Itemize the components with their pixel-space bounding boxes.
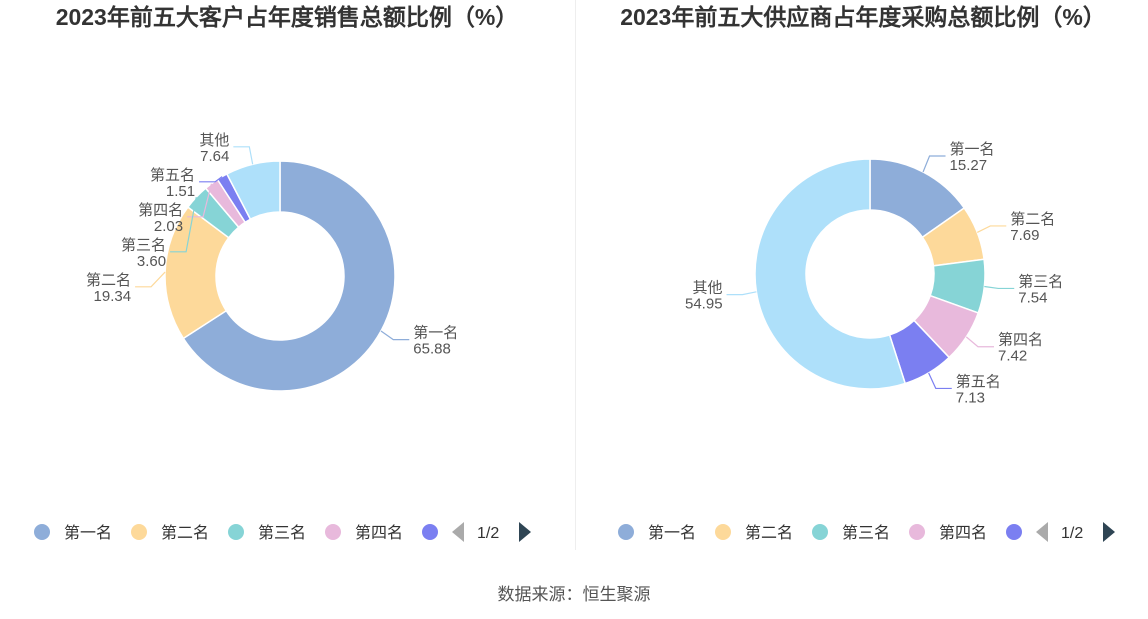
data-label-value: 54.95 — [685, 296, 723, 313]
label-leader-line — [984, 285, 1015, 290]
legend-marker — [812, 524, 828, 540]
legend-label: 第四名 — [355, 524, 403, 542]
legend-marker — [422, 524, 438, 540]
legend-marker — [909, 524, 925, 540]
donut-slice[interactable] — [225, 160, 281, 221]
chart-title: 2023年前五大供应商占年度采购总额比例（%） — [620, 4, 1106, 30]
data-label-name: 第四名 — [998, 331, 1043, 349]
data-label-value: 7.64 — [200, 148, 229, 165]
donut-chart-suppliers: 其他54.95第一名15.27第二名7.69第三名7.54第四名7.42第五名7… — [618, 140, 1115, 542]
legend-label: 第二名 — [745, 524, 793, 542]
data-label-name: 第五名 — [956, 372, 1001, 390]
legend-item[interactable]: 第一名 — [618, 524, 696, 542]
data-label-value: 2.03 — [154, 218, 183, 235]
data-label-value: 7.69 — [1010, 227, 1039, 244]
legend-label: 第四名 — [939, 524, 987, 542]
legend-item[interactable]: 第四名 — [325, 524, 403, 542]
data-label-name: 第三名 — [1018, 272, 1063, 290]
data-label-name: 第一名 — [413, 324, 458, 342]
data-label-value: 1.51 — [166, 183, 195, 200]
legend-marker — [618, 524, 634, 540]
legend-marker — [1006, 524, 1022, 540]
label-leader-line — [726, 291, 757, 296]
donut-chart-customers: 其他7.64第五名1.51第四名2.03第三名3.60第二名19.34第一名65… — [34, 132, 531, 542]
data-label-value: 3.60 — [137, 253, 166, 270]
data-label-name: 第二名 — [1010, 210, 1055, 228]
label-leader-line — [135, 271, 166, 288]
label-leader-line — [976, 225, 1007, 233]
label-leader-line — [380, 330, 410, 341]
data-label-name: 其他 — [199, 132, 229, 149]
label-leader-line — [922, 155, 946, 173]
legend-page-indicator: 1/2 — [1061, 525, 1083, 542]
legend-item[interactable]: 第二名 — [715, 524, 793, 542]
legend-item[interactable]: 第三名 — [228, 524, 306, 542]
data-label-value: 15.27 — [950, 157, 988, 174]
data-label-value: 7.42 — [998, 348, 1027, 365]
label-leader-line — [965, 336, 994, 348]
legend-next-page-icon[interactable] — [519, 522, 531, 542]
legend-marker — [131, 524, 147, 540]
data-label-name: 第二名 — [86, 271, 131, 289]
chart-title: 2023年前五大客户占年度销售总额比例（%） — [55, 4, 519, 30]
donut-slice[interactable] — [754, 158, 907, 390]
legend-label: 第二名 — [161, 524, 209, 542]
data-label-name: 第一名 — [950, 140, 995, 158]
data-label-value: 65.88 — [413, 341, 451, 358]
data-label-name: 第五名 — [150, 166, 195, 184]
data-source-note: 数据来源：恒生聚源 — [497, 585, 651, 604]
legend-label: 第一名 — [64, 524, 112, 542]
legend-prev-page-icon[interactable] — [452, 522, 464, 542]
legend-label: 第三名 — [842, 524, 890, 542]
label-leader-line — [928, 372, 952, 390]
legend-item[interactable] — [422, 524, 438, 540]
legend-item[interactable] — [1006, 524, 1022, 540]
label-leader-line — [233, 146, 254, 165]
legend-prev-page-icon[interactable] — [1036, 522, 1048, 542]
data-label-value: 7.54 — [1018, 289, 1047, 306]
data-label-name: 其他 — [693, 280, 723, 297]
legend-label: 第三名 — [258, 524, 306, 542]
chart-panel-suppliers: 2023年前五大供应商占年度采购总额比例（%） 其他 54.95 第一名 15.27 第… — [576, 0, 1148, 560]
legend-item[interactable]: 第二名 — [131, 524, 209, 542]
data-label-name: 第四名 — [138, 201, 183, 219]
legend-label: 第一名 — [648, 524, 696, 542]
legend-marker — [228, 524, 244, 540]
legend-item[interactable]: 第一名 — [34, 524, 112, 542]
legend-item[interactable]: 第四名 — [909, 524, 987, 542]
data-label-value: 19.34 — [94, 288, 132, 305]
legend-next-page-icon[interactable] — [1103, 522, 1115, 542]
legend-marker — [715, 524, 731, 540]
label-leader-line — [170, 197, 197, 253]
label-leader-line — [199, 176, 223, 183]
legend-item[interactable]: 第三名 — [812, 524, 890, 542]
donut-slice[interactable] — [182, 160, 396, 392]
legend-marker — [34, 524, 50, 540]
chart-panel-customers: 2023年前五大客户占年度销售总额比例（%） 其他 7.64 第五名 1.51 第四名 2… — [0, 0, 574, 560]
legend-page-indicator: 1/2 — [477, 525, 499, 542]
panel-divider — [575, 0, 576, 550]
data-label-name: 第三名 — [121, 236, 166, 254]
legend-marker — [325, 524, 341, 540]
data-label-value: 7.13 — [956, 389, 985, 406]
